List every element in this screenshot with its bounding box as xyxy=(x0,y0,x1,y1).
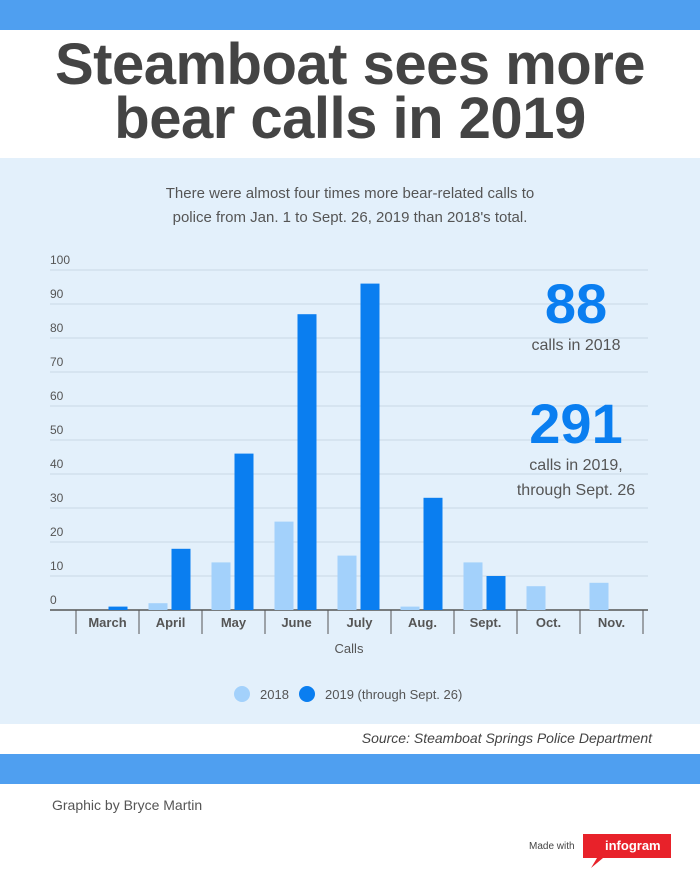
subtitle-line-1: There were almost four times more bear-r… xyxy=(165,185,535,202)
chart-subtitle: There were almost four times more bear-r… xyxy=(120,182,580,230)
stat-2018-number: 88 xyxy=(544,272,608,335)
subtitle-line-2: police from Jan. 1 to Sept. 26, 2019 tha… xyxy=(172,209,528,226)
infogram-logo[interactable] xyxy=(583,834,671,868)
y-tick-label: 30 xyxy=(50,491,64,505)
stat-2018-label: calls in 2018 xyxy=(531,337,621,354)
bar-2018 xyxy=(589,582,609,610)
bar-2019 xyxy=(360,283,380,610)
bar-2018 xyxy=(400,606,420,610)
x-tick-label: May xyxy=(221,615,247,630)
legend-swatch-2018 xyxy=(234,686,250,702)
y-tick-label: 50 xyxy=(50,423,64,437)
x-tick-label: July xyxy=(346,615,373,630)
stat-2019-label-line-1: calls in 2019, xyxy=(529,457,623,474)
top-accent-bar xyxy=(0,0,700,30)
stat-2019-number: 291 xyxy=(529,392,623,455)
y-tick-label: 10 xyxy=(50,559,64,573)
bar-2018 xyxy=(148,603,168,610)
y-tick-label: 0 xyxy=(50,593,57,607)
x-tick-label: June xyxy=(281,615,311,630)
y-tick-label: 80 xyxy=(50,321,64,335)
bar-2019 xyxy=(234,453,254,610)
bar-chart: 0 10 20 30 40 50 60 70 80 90 100 March April May June J… xyxy=(50,253,648,656)
bar-2018 xyxy=(274,521,294,610)
title-line-1: Steamboat sees more xyxy=(54,32,646,97)
y-tick-label: 70 xyxy=(50,355,64,369)
stat-2019-label-line-2: through Sept. 26 xyxy=(516,482,636,499)
bar-2018 xyxy=(337,555,357,610)
graphic-credit: Graphic by Bryce Martin xyxy=(52,797,203,813)
bar-2019 xyxy=(423,497,443,610)
bar-2019 xyxy=(486,576,506,610)
y-tick-label: 100 xyxy=(50,253,70,267)
legend-label-2019: 2019 (through Sept. 26) xyxy=(325,686,463,702)
bar-2018 xyxy=(211,562,231,610)
legend-item-2018[interactable]: 2018 xyxy=(234,684,289,704)
made-with-label: Made with xyxy=(529,841,575,852)
bar-2018 xyxy=(463,562,483,610)
bar-2018 xyxy=(526,586,546,610)
x-tick-label: Nov. xyxy=(598,615,625,630)
y-tick-label: 40 xyxy=(50,457,64,471)
bar-2019 xyxy=(171,548,191,610)
chart-legend: 2018 2019 (through Sept. 26) xyxy=(0,684,700,704)
legend-swatch-2019 xyxy=(299,686,315,702)
title-line-2: bear calls in 2019 xyxy=(114,86,586,151)
legend-item-2019[interactable]: 2019 (through Sept. 26) xyxy=(299,684,462,704)
x-tick-label: April xyxy=(156,615,186,630)
x-tick-label: Sept. xyxy=(470,615,502,630)
source-note: Source: Steamboat Springs Police Departm… xyxy=(361,730,652,746)
chart-panel xyxy=(0,158,700,724)
x-tick-label: Oct. xyxy=(536,615,561,630)
bar-2019 xyxy=(108,606,128,610)
bar-2019 xyxy=(297,314,317,610)
y-tick-label: 60 xyxy=(50,389,64,403)
x-tick-label: March xyxy=(88,615,126,630)
y-tick-label: 20 xyxy=(50,525,64,539)
x-tick-label: Aug. xyxy=(408,615,437,630)
legend-label-2018: 2018 xyxy=(260,686,289,702)
x-axis-title: Calls xyxy=(335,641,364,656)
infogram-brand-text[interactable]: infogram xyxy=(605,838,661,853)
page-title: Steamboat sees more bear calls in 2019 xyxy=(0,32,700,151)
bottom-accent-bar xyxy=(0,754,700,784)
y-tick-label: 90 xyxy=(50,287,64,301)
